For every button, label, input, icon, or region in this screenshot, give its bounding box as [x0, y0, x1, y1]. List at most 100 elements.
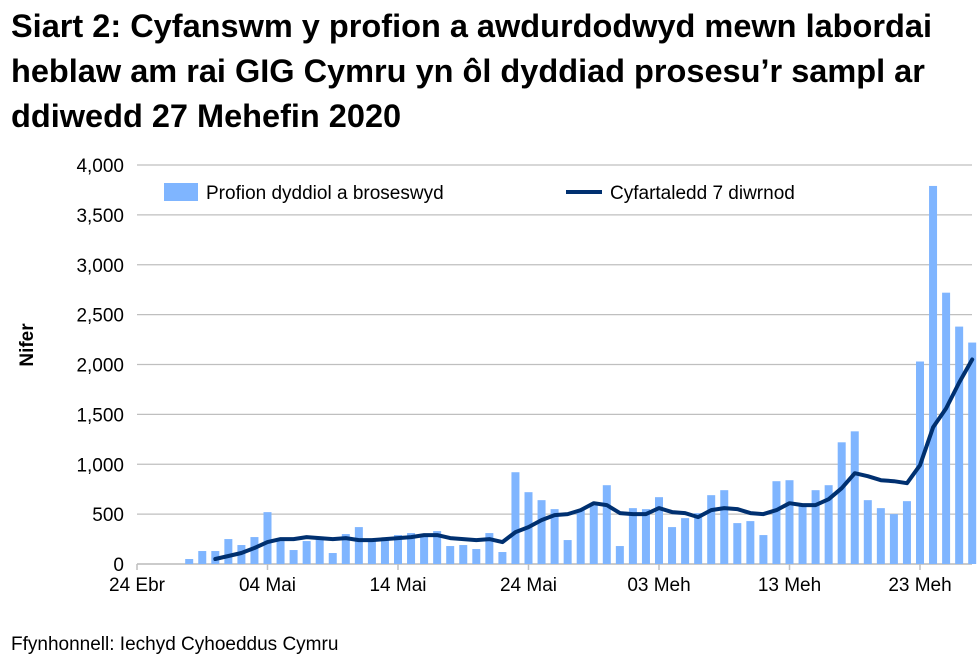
line-point — [971, 359, 973, 361]
line-point — [554, 514, 556, 516]
y-tick-label: 3,500 — [76, 206, 124, 227]
bar-26-Meh — [955, 326, 964, 564]
bar-01-Meh — [628, 508, 637, 564]
line-point — [854, 472, 856, 474]
line-point — [240, 552, 242, 554]
legend-label-line: Cyfartaledd 7 diwrnod — [610, 183, 795, 204]
bar-07-Meh — [707, 495, 716, 564]
bar-23-Mai — [511, 472, 520, 564]
line-point — [397, 537, 399, 539]
line-point — [945, 407, 947, 409]
y-tick-label: 0 — [113, 555, 124, 576]
bar-27-Meh — [968, 342, 977, 564]
y-tick-label: 4,000 — [76, 156, 124, 177]
line-point — [828, 498, 830, 500]
bar-02-Meh — [641, 509, 650, 564]
line-point — [749, 512, 751, 514]
line-point — [280, 538, 282, 540]
bar-12-Mai — [367, 539, 376, 564]
bar-25-Mai — [537, 500, 546, 564]
x-tick-label: 03 Meh — [627, 575, 690, 596]
line-point — [789, 502, 790, 504]
bar-01-Mai — [224, 539, 233, 564]
line-point — [841, 487, 843, 489]
bar-17-Meh — [837, 442, 846, 564]
legend-label-bars: Profion dyddiol a broseswyd — [206, 183, 444, 204]
line-point — [514, 531, 516, 533]
bar-11-Mai — [354, 527, 363, 564]
line-point — [958, 381, 960, 383]
line-point — [528, 526, 529, 528]
line-point — [214, 558, 216, 560]
bar-09-Meh — [733, 523, 742, 564]
x-tick-label: 04 Mai — [239, 575, 296, 596]
bar-28-Ebr — [185, 559, 194, 564]
line-point — [645, 513, 647, 515]
line-point — [541, 519, 543, 521]
line-point — [632, 513, 634, 515]
line-point — [658, 507, 660, 509]
bar-08-Meh — [720, 490, 729, 564]
bar-03-Mai — [250, 537, 259, 564]
line-point — [267, 541, 268, 543]
bar-16-Meh — [824, 485, 833, 564]
line-point — [606, 504, 608, 506]
bar-10-Meh — [746, 521, 755, 564]
bar-22-Mai — [498, 552, 507, 564]
line-point — [893, 480, 895, 482]
line-point — [449, 537, 451, 539]
line-point — [319, 537, 321, 539]
bar-08-Mai — [315, 539, 324, 564]
line-point — [332, 538, 334, 540]
line-point — [880, 479, 882, 481]
y-tick-label: 2,500 — [76, 306, 124, 327]
line-point — [384, 538, 386, 540]
line-point — [436, 534, 438, 536]
line-point — [462, 538, 464, 540]
line-point — [371, 539, 373, 541]
bar-06-Meh — [694, 513, 703, 564]
bar-21-Meh — [889, 514, 898, 564]
line-point — [423, 534, 425, 536]
bar-22-Meh — [902, 501, 911, 564]
bar-04-Meh — [668, 527, 677, 564]
bar-28-Mai — [576, 510, 585, 564]
bar-30-Mai — [602, 485, 611, 564]
line-point — [488, 538, 490, 540]
line-point — [723, 507, 725, 509]
bar-25-Meh — [942, 292, 951, 564]
bar-20-Meh — [876, 508, 885, 564]
line-point — [410, 536, 412, 538]
line-point — [475, 539, 477, 541]
line-point — [867, 475, 869, 477]
y-axis-label: Nifer — [17, 323, 38, 367]
bar-29-Ebr — [198, 551, 207, 564]
bar-21-Mai — [485, 533, 494, 564]
bar-17-Mai — [433, 531, 442, 564]
bar-14-Mai — [394, 535, 402, 564]
line-point — [567, 513, 569, 515]
line-point — [671, 511, 673, 513]
line-point — [906, 482, 908, 484]
line-point — [358, 539, 360, 541]
bar-07-Mai — [302, 541, 311, 564]
bar-04-Mai — [263, 512, 272, 564]
line-point — [919, 464, 921, 466]
bar-15-Meh — [811, 490, 820, 564]
x-tick-label: 24 Ebr — [109, 575, 166, 596]
line-point — [619, 512, 621, 514]
line-point — [802, 504, 804, 506]
bar-20-Mai — [472, 549, 481, 564]
x-tick-label: 23 Meh — [888, 575, 951, 596]
line-point — [345, 537, 347, 539]
line-point — [293, 538, 295, 540]
line-point — [762, 513, 764, 515]
line-point — [593, 502, 595, 504]
bar-16-Mai — [420, 534, 429, 564]
y-tick-label: 1,500 — [76, 405, 124, 426]
line-point — [227, 555, 229, 557]
bar-18-Meh — [850, 431, 859, 564]
source-note: Ffynhonnell: Iechyd Cyhoeddus Cymru — [11, 634, 339, 655]
bar-05-Mai — [276, 541, 285, 564]
